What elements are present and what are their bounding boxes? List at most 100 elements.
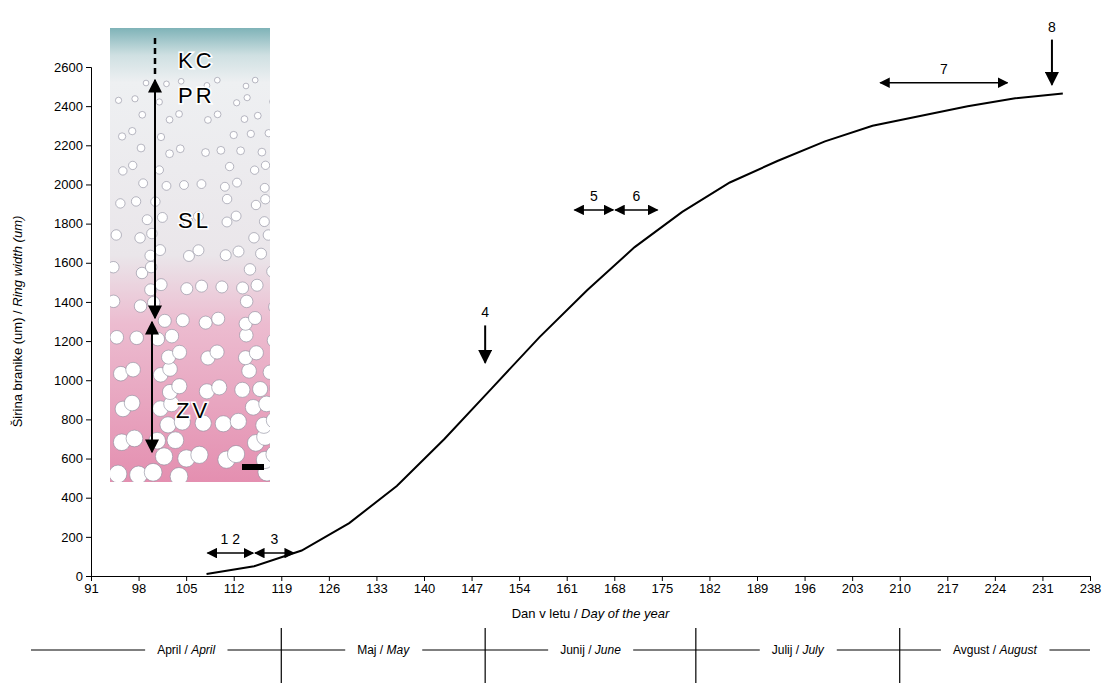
y-tick-mark [86,537,91,538]
inset-vessel [242,364,257,379]
y-axis-line [86,68,92,577]
y-tick-mark [86,341,91,342]
x-tick-label: 161 [556,581,578,596]
inset-arrow [154,80,156,318]
range-arrow [208,552,254,554]
inset-vessel [252,77,258,83]
inset-vessel [233,178,242,187]
inset-vessel [260,183,269,192]
inset-vessel [212,312,225,325]
inset-vessel [139,111,146,118]
inset-vessel [110,330,124,344]
month-timeline: April / April Maj / May Junij / June Julij … [31,628,1090,683]
inset-vessel [151,332,165,346]
y-tick-label: 0 [76,569,83,584]
inset-vessel [244,95,250,101]
inset-arrow [154,38,157,75]
y-tick-mark [86,67,91,68]
month-label-ground [548,642,633,658]
x-tick-label: 182 [699,581,721,596]
month-label-ground [760,642,837,658]
month-separator [695,628,696,683]
x-tick: 112 [224,576,245,596]
month-label: Maj / May [357,643,410,657]
inset-vessel [241,116,248,123]
inset-vessel [254,112,261,119]
y-tick-mark [86,106,91,107]
x-tick: 119 [271,576,292,596]
inset-label: KC [178,48,215,73]
x-tick-label: 133 [366,581,388,596]
inset-vessel [162,181,171,190]
y-tick: 200 [61,530,91,545]
y-tick-mark [86,498,91,499]
inset-vessel [243,83,249,89]
inset-vessel [126,430,143,447]
inset-vessel [176,111,183,118]
y-tick: 400 [61,490,91,505]
ring-width-line [207,93,1063,574]
y-tick: 1800 [54,216,91,231]
month-label: Julij / July [772,643,825,657]
inset-vessel [259,396,270,412]
inset-vessel [244,264,255,275]
inset-label: PR [178,83,215,108]
inset-vessel [155,245,166,256]
inset-vessel [155,166,163,174]
inset-vessel [230,131,237,138]
inset-vessel [166,116,173,123]
inset-vessel [170,468,188,482]
x-tick: 217 [937,576,959,596]
y-tick: 1200 [54,334,91,349]
x-tick: 196 [794,576,816,596]
inset-scale-bar [242,464,264,470]
annotation-label: 5 [590,188,598,204]
month-label-ground [941,642,1050,658]
x-tick: 210 [889,576,911,596]
y-tick-label: 1800 [54,216,83,231]
x-tick-label: 119 [271,581,292,596]
x-tick: 105 [176,576,198,596]
inset-vessel [253,382,268,397]
inset-vessel [216,281,228,293]
inset-vessel [157,212,167,222]
inset-vessel [124,395,140,411]
month-label: Junij / June [560,643,621,657]
inset-vessel [132,96,138,102]
inset-vessel [129,161,137,169]
inset-vessel [181,283,193,295]
inset-vessel [142,215,152,225]
inset-vessel [129,128,136,135]
inset-vessel [158,314,171,327]
inset-vessel [176,145,184,153]
inset-vessel [130,331,144,345]
inset-vessel [176,314,189,327]
y-tick-label: 600 [61,451,83,466]
month-label-ground [345,642,422,658]
inset-vessel [137,144,145,152]
y-axis-title: Širina branike (um) / Ring width (um) [10,216,25,428]
y-tick: 2600 [54,60,91,75]
inset-vessel [214,77,220,83]
y-tick-mark [86,576,91,577]
inset-vessel [269,301,270,314]
annotation-label: 6 [632,188,640,204]
y-tick: 600 [61,451,91,466]
x-tick-label: 91 [84,581,98,596]
x-tick-label: 112 [224,581,245,596]
inset-vessel [116,199,125,208]
x-axis: 9198105112119126133140147154161168175182… [84,576,1101,596]
inset-vessel [126,362,141,377]
inset-vessel [263,230,270,240]
x-axis-title: Dan v letu / Day of the year [512,606,670,621]
inset-vessel [261,195,270,204]
x-tick: 189 [747,576,769,596]
inset-cells [110,77,270,482]
inset-vessel [247,130,254,137]
month-label: April / April [157,643,215,657]
inset-vessel [197,180,206,189]
inset-vessel [210,345,224,359]
inset-vessel [156,99,162,105]
y-tick-label: 1400 [54,295,83,310]
inset-vessel [144,463,162,481]
